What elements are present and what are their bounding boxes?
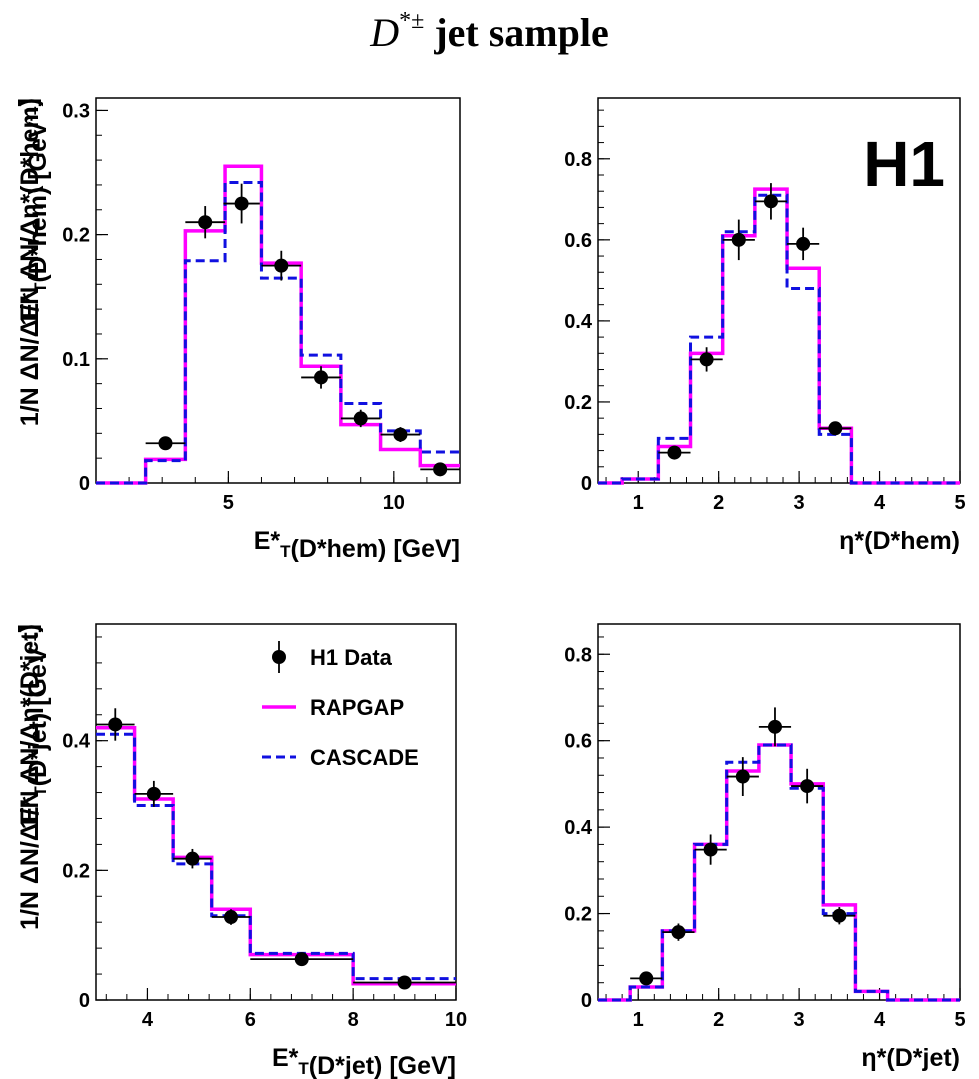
x-tick-label-eta_jet: 4 — [874, 1009, 886, 1031]
y-tick-label-eta_jet: 0 — [581, 990, 592, 1012]
y-axis-label-et_jet: 1/N ΔN/ΔE*T(D*jet) [GeV-1] — [14, 624, 52, 930]
data-point-et_hem — [433, 462, 448, 477]
data-point-eta_jet — [832, 908, 847, 923]
x-axis-label-et_hem: E*T(D*hem) [GeV] — [254, 527, 460, 563]
x-tick-label-eta_jet: 1 — [633, 1009, 644, 1031]
cascade-series-et_jet — [96, 732, 456, 981]
y-tick-label-et_hem: 0 — [79, 473, 90, 495]
data-point-eta_jet — [800, 779, 815, 794]
figure-title: D*± jet sample — [0, 8, 979, 56]
data-point-et_hem — [198, 215, 213, 230]
x-tick-label-eta_jet: 5 — [954, 1009, 965, 1031]
x-tick-label-et_hem: 5 — [223, 492, 234, 514]
legend-label: RAPGAP — [310, 695, 404, 720]
legend-label: CASCADE — [310, 745, 419, 770]
data-point-et_jet — [397, 975, 412, 990]
data-point-eta_jet — [767, 719, 782, 734]
x-tick-label-eta_hem: 5 — [954, 492, 965, 514]
y-tick-label-et_jet: 0.4 — [62, 731, 91, 753]
y-tick-label-et_jet: 0.2 — [62, 860, 90, 882]
x-tick-label-et_jet: 6 — [245, 1009, 256, 1031]
y-tick-label-et_hem: 0.3 — [62, 100, 90, 122]
data-point-et_jet — [185, 851, 200, 866]
y-tick-label-et_hem: 0.2 — [62, 225, 90, 247]
data-point-eta_hem — [731, 232, 746, 247]
y-axis-label-eta_hem: 1/N ΔN/Δη*(D*hem) — [16, 98, 44, 326]
y-tick-label-et_jet: 0 — [79, 990, 90, 1012]
data-point-eta_hem — [763, 194, 778, 209]
data-point-eta_hem — [667, 445, 682, 460]
y-axis-label-et_hem: 1/N ΔN/ΔE*T(D*hem) [GeV-1] — [14, 98, 52, 426]
y-tick-label-et_hem: 0.1 — [62, 349, 90, 371]
y-tick-label-eta_jet: 0.4 — [564, 817, 593, 839]
data-point-et_hem — [234, 196, 249, 211]
y-tick-label-eta_jet: 0.2 — [564, 904, 592, 926]
x-tick-label-et_jet: 8 — [348, 1009, 359, 1031]
title-text: jet sample — [424, 10, 609, 55]
x-tick-label-eta_jet: 2 — [713, 1009, 724, 1031]
rapgap-series-eta_jet — [598, 743, 960, 1002]
plot-frame-et_jet — [95, 623, 457, 1001]
y-tick-label-eta_hem: 0.2 — [564, 392, 592, 414]
data-point-eta_jet — [639, 971, 654, 986]
data-point-et_hem — [274, 258, 289, 273]
data-point-eta_hem — [796, 236, 811, 251]
data-point-eta_jet — [671, 925, 686, 940]
x-axis-label-et_jet: E*T(D*jet) [GeV] — [272, 1044, 456, 1079]
rapgap-series-eta_hem — [598, 187, 960, 485]
x-tick-label-et_jet: 10 — [445, 1009, 467, 1031]
data-point-et_jet — [224, 910, 238, 925]
y-tick-label-eta_jet: 0.6 — [564, 731, 592, 753]
y-tick-label-eta_hem: 0.6 — [564, 230, 592, 252]
title-symbol: D — [370, 10, 400, 55]
plot-frame-eta_jet — [597, 623, 961, 1001]
y-axis-label-eta_jet: 1/N ΔN/Δη*(D*jet) — [16, 624, 44, 829]
cascade-series-eta_jet — [598, 743, 960, 1002]
title-superscript: *± — [399, 8, 425, 34]
y-tick-label-eta_jet: 0.8 — [564, 644, 592, 666]
x-tick-label-eta_hem: 2 — [713, 492, 724, 514]
x-axis-label-eta_hem: η*(D*hem) — [839, 527, 960, 555]
data-point-et_hem — [393, 427, 408, 442]
data-point-et_hem — [353, 411, 368, 426]
y-tick-label-eta_hem: 0.8 — [564, 149, 592, 171]
data-point-et_hem — [158, 436, 173, 451]
data-point-eta_hem — [699, 352, 714, 367]
x-tick-label-eta_hem: 3 — [794, 492, 805, 514]
x-tick-label-et_jet: 4 — [142, 1009, 154, 1031]
data-point-et_hem — [314, 370, 329, 385]
y-tick-label-eta_hem: 0 — [581, 473, 592, 495]
data-point-eta_hem — [828, 421, 843, 436]
cascade-series-eta_hem — [598, 193, 960, 485]
x-tick-label-eta_jet: 3 — [794, 1009, 805, 1031]
data-point-eta_jet — [735, 769, 750, 784]
x-tick-label-eta_hem: 4 — [874, 492, 886, 514]
h1-brand-label: H1 — [863, 128, 945, 200]
data-point-et_jet — [294, 952, 309, 967]
plot-frame-eta_hem — [597, 97, 961, 484]
legend-marker-data — [272, 650, 286, 664]
x-axis-label-eta_jet: η*(D*jet) — [861, 1044, 960, 1072]
data-point-eta_jet — [703, 842, 718, 857]
data-point-et_jet — [146, 786, 161, 801]
x-tick-label-et_hem: 10 — [383, 492, 405, 514]
y-tick-label-eta_hem: 0.4 — [564, 311, 593, 333]
data-point-et_jet — [108, 717, 123, 732]
plot-frame-et_hem — [95, 97, 461, 484]
legend-label: H1 Data — [310, 645, 393, 670]
x-tick-label-eta_hem: 1 — [633, 492, 644, 514]
